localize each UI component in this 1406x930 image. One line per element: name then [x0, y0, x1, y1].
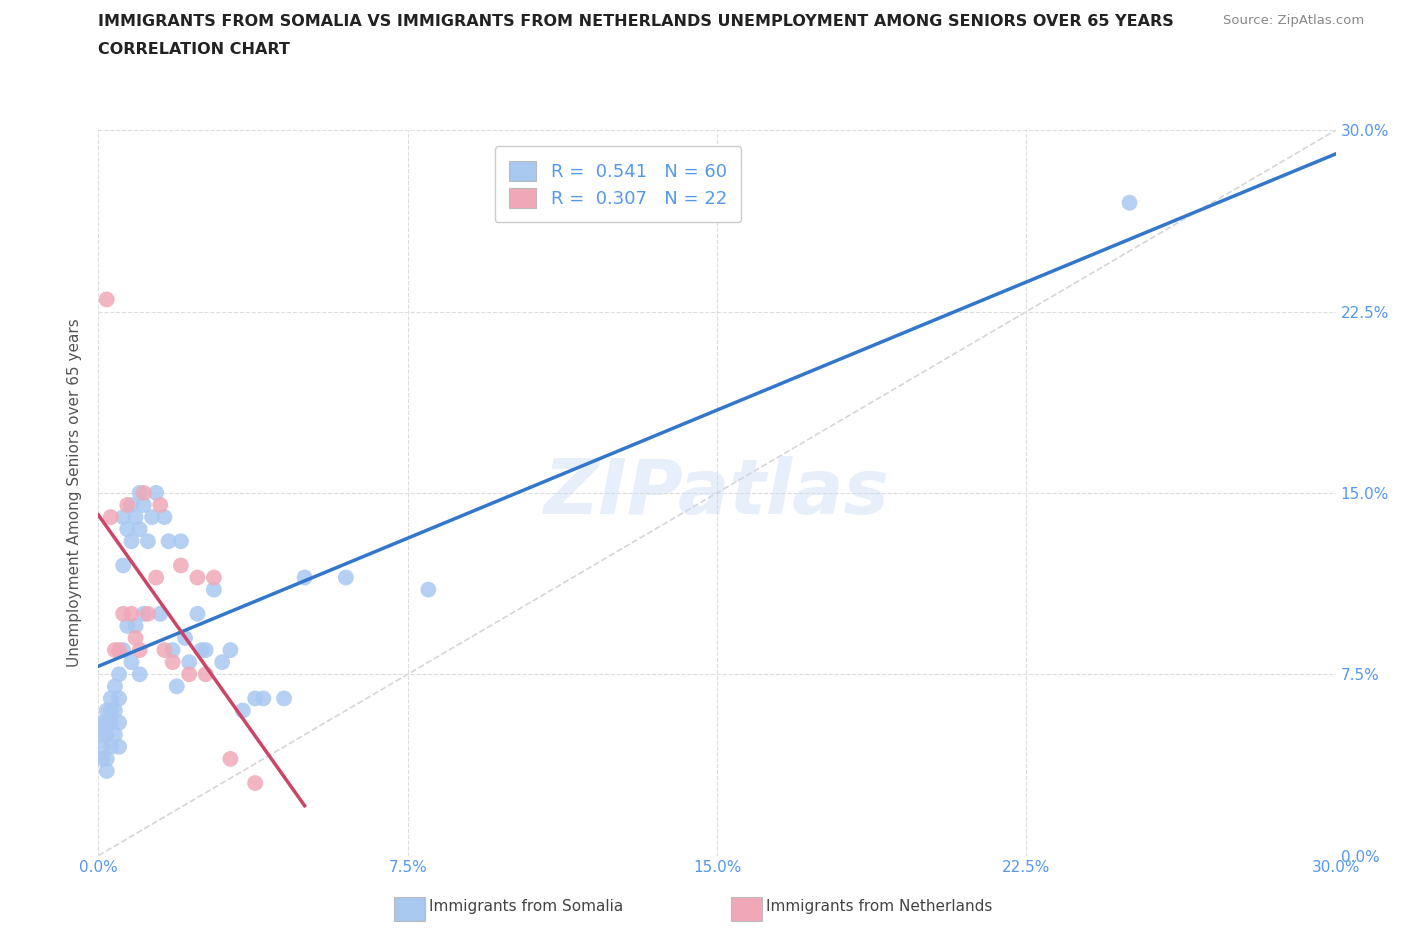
Point: [100, 510, 122, 525]
Point: [100, 691, 122, 706]
Text: CORRELATION CHART: CORRELATION CHART: [98, 42, 290, 57]
Point: [96, 715, 118, 730]
Point: [149, 606, 172, 621]
Point: [91, 727, 114, 742]
Point: [91, 751, 114, 766]
Y-axis label: Unemployment Among Seniors over 65 years: Unemployment Among Seniors over 65 years: [67, 319, 83, 668]
Point: [108, 739, 131, 754]
Point: [1118, 195, 1140, 210]
Point: [174, 631, 197, 645]
Point: [243, 776, 266, 790]
Point: [128, 643, 150, 658]
Point: [108, 667, 131, 682]
Point: [104, 679, 127, 694]
Point: [179, 655, 201, 670]
Point: [100, 715, 122, 730]
Point: [232, 703, 254, 718]
Point: [100, 739, 122, 754]
Legend: R =  0.541   N = 60, R =  0.307   N = 22: R = 0.541 N = 60, R = 0.307 N = 22: [495, 147, 741, 222]
Point: [96, 703, 118, 718]
Point: [112, 643, 135, 658]
Point: [104, 727, 127, 742]
Point: [186, 606, 208, 621]
Point: [120, 606, 142, 621]
Point: [252, 691, 274, 706]
Point: [141, 510, 163, 525]
Point: [112, 606, 135, 621]
Point: [194, 667, 217, 682]
Point: [162, 643, 184, 658]
Text: Immigrants from Somalia: Immigrants from Somalia: [429, 899, 623, 914]
Point: [108, 715, 131, 730]
Point: [145, 570, 167, 585]
Point: [194, 643, 217, 658]
Point: [136, 606, 159, 621]
Point: [219, 643, 242, 658]
Text: Immigrants from Netherlands: Immigrants from Netherlands: [766, 899, 993, 914]
Point: [132, 498, 155, 512]
Point: [335, 570, 357, 585]
Point: [108, 643, 131, 658]
Point: [128, 522, 150, 537]
Point: [136, 534, 159, 549]
Point: [91, 739, 114, 754]
Point: [91, 715, 114, 730]
Point: [124, 631, 146, 645]
Point: [96, 764, 118, 778]
Point: [117, 522, 139, 537]
Point: [117, 498, 139, 512]
Point: [120, 534, 142, 549]
Point: [273, 691, 295, 706]
Point: [157, 534, 180, 549]
Point: [153, 643, 176, 658]
Point: [170, 558, 193, 573]
Text: IMMIGRANTS FROM SOMALIA VS IMMIGRANTS FROM NETHERLANDS UNEMPLOYMENT AMONG SENIOR: IMMIGRANTS FROM SOMALIA VS IMMIGRANTS FR…: [98, 14, 1174, 29]
Point: [294, 570, 316, 585]
Point: [153, 510, 176, 525]
Point: [202, 570, 225, 585]
Point: [179, 667, 201, 682]
Point: [96, 751, 118, 766]
Point: [96, 292, 118, 307]
Point: [211, 655, 233, 670]
Point: [96, 727, 118, 742]
Point: [108, 691, 131, 706]
Point: [104, 703, 127, 718]
Point: [202, 582, 225, 597]
Text: ZIPatlas: ZIPatlas: [544, 456, 890, 530]
Point: [120, 498, 142, 512]
Point: [124, 618, 146, 633]
Point: [120, 655, 142, 670]
Point: [166, 679, 188, 694]
Point: [418, 582, 440, 597]
Point: [124, 510, 146, 525]
Point: [132, 485, 155, 500]
Point: [132, 606, 155, 621]
Point: [104, 643, 127, 658]
Point: [162, 655, 184, 670]
Point: [112, 558, 135, 573]
Text: Source: ZipAtlas.com: Source: ZipAtlas.com: [1223, 14, 1364, 27]
Point: [117, 618, 139, 633]
Point: [219, 751, 242, 766]
Point: [186, 570, 208, 585]
Point: [128, 485, 150, 500]
Point: [170, 534, 193, 549]
Point: [100, 703, 122, 718]
Point: [190, 643, 212, 658]
Point: [145, 485, 167, 500]
Point: [243, 691, 266, 706]
Point: [112, 510, 135, 525]
Point: [128, 667, 150, 682]
Point: [149, 498, 172, 512]
